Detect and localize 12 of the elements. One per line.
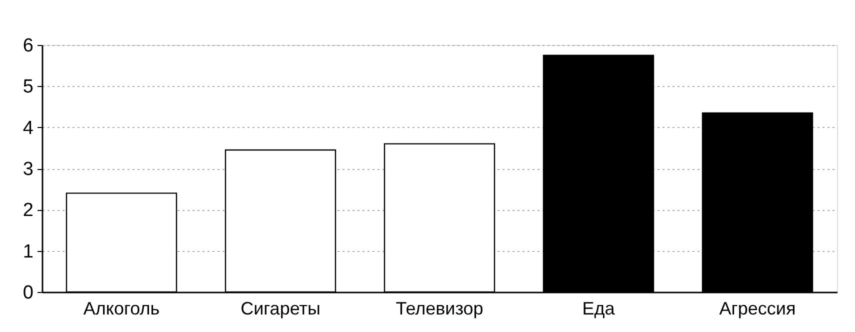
- y-tick-label: 1: [22, 241, 34, 262]
- y-tick-label: 3: [22, 159, 34, 180]
- x-tick-label: Сигареты: [240, 298, 320, 318]
- y-tick-label: 5: [22, 76, 34, 98]
- x-tick-label: Агрессия: [719, 298, 796, 318]
- y-tick-label: 0: [22, 282, 34, 304]
- x-tick-label: Еда: [582, 298, 616, 318]
- y-tick-label: 6: [22, 36, 34, 56]
- x-tick-label: Алкоголь: [83, 298, 160, 318]
- y-tick-label: 2: [22, 200, 34, 222]
- y-tick-label: 4: [22, 118, 34, 139]
- x-tick-label: Телевизор: [396, 298, 484, 318]
